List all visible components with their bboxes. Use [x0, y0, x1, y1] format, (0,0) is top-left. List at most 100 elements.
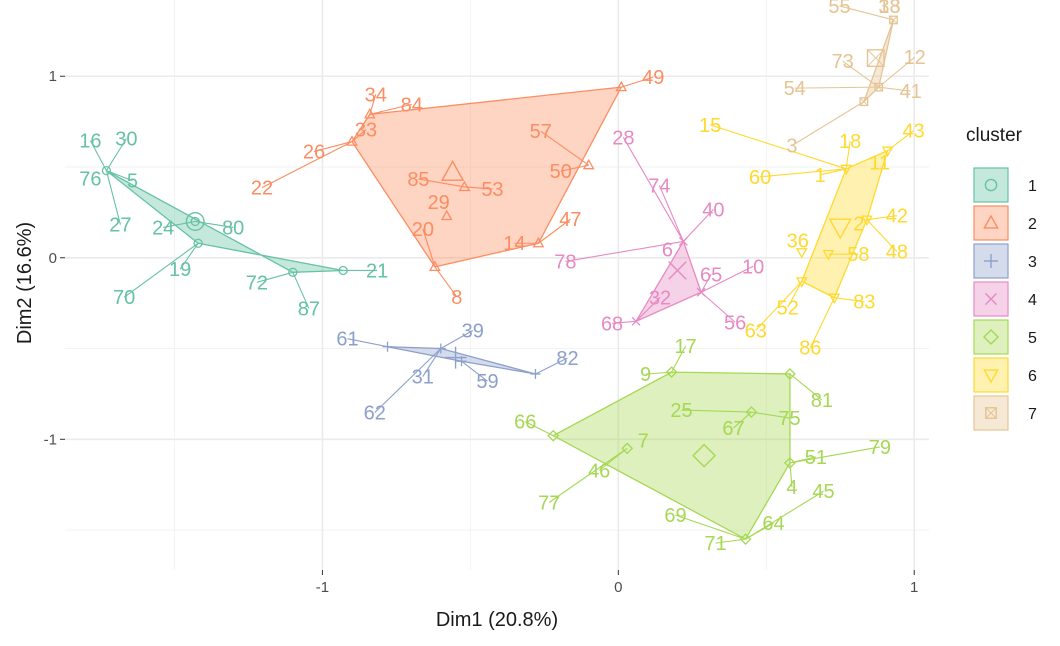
y-tick-label: 0: [49, 250, 57, 267]
legend-label: 3: [1028, 254, 1037, 271]
point-label: 12: [904, 47, 926, 69]
label-leader-line: [369, 103, 412, 115]
point-marker: [784, 456, 796, 469]
label-leader-line: [622, 137, 684, 242]
label-leader-line: [700, 273, 712, 293]
label-leader-line: [755, 280, 803, 331]
label-leader-line: [612, 320, 637, 324]
point-marker: [678, 236, 688, 246]
point-label: 66: [514, 412, 536, 434]
label-leader-line: [548, 447, 628, 503]
point-label: 61: [336, 329, 358, 351]
point-label: 19: [169, 259, 191, 281]
point-label: 41: [900, 81, 922, 103]
point-label: 1: [815, 165, 826, 187]
y-tick-label: -1: [44, 431, 57, 448]
point-label: 53: [481, 179, 503, 201]
point-label: 80: [222, 217, 244, 239]
label-leader-line: [845, 140, 851, 169]
cluster-2-hull: [351, 86, 623, 268]
label-leader-line: [791, 101, 865, 147]
label-leader-line: [105, 170, 121, 225]
label-leader-line: [163, 220, 196, 229]
legend-label: 1: [1028, 178, 1037, 195]
point-label: 28: [612, 127, 634, 149]
cluster-3-center: [444, 346, 467, 369]
point-marker: [288, 267, 298, 277]
label-leader-line: [834, 297, 865, 303]
cluster-4-hull: [634, 239, 702, 323]
point-label: 62: [364, 403, 386, 425]
point-label: 50: [550, 161, 572, 183]
label-leader-line: [751, 411, 790, 419]
label-leader-line: [524, 421, 554, 437]
point-marker: [582, 158, 595, 170]
point-label: 54: [784, 78, 806, 100]
legend-label: 7: [1028, 406, 1037, 423]
point-label: 10: [742, 256, 764, 278]
point-label: 39: [462, 321, 484, 343]
label-leader-line: [540, 130, 590, 166]
point-label: 76: [79, 169, 101, 191]
point-marker: [859, 97, 869, 107]
cluster-centers: [185, 49, 885, 468]
legend-symbol: [984, 178, 998, 192]
point-label: 27: [109, 215, 131, 237]
legend-key: [973, 357, 1009, 393]
point-marker: [338, 265, 348, 276]
legend-title: cluster: [966, 125, 1023, 146]
point-label: 68: [601, 313, 623, 335]
point-label: 14: [503, 233, 525, 255]
label-leader-line: [842, 60, 880, 88]
point-label: 42: [886, 206, 908, 228]
label-leader-line: [422, 228, 436, 268]
cluster-6-hull: [800, 149, 889, 299]
point-label: 5: [127, 171, 138, 193]
point-marker: [784, 368, 796, 380]
point-label: 71: [704, 533, 726, 555]
label-leader-line: [760, 168, 847, 178]
label-leader-line: [878, 56, 916, 88]
label-leader-line: [565, 240, 684, 262]
label-leader-line: [700, 265, 754, 293]
point-label: 4: [786, 477, 797, 499]
point-label: 8: [451, 287, 462, 309]
label-leader-line: [418, 178, 465, 188]
point-label: 59: [476, 371, 498, 393]
point-marker: [861, 215, 873, 226]
label-leader-line: [105, 138, 127, 171]
label-leader-line: [866, 215, 897, 221]
point-label: 32: [649, 287, 671, 309]
point-label: 47: [559, 209, 581, 231]
point-marker: [190, 216, 200, 227]
point-label: 33: [355, 120, 377, 142]
label-leader-line: [789, 373, 823, 401]
point-label: 40: [702, 199, 724, 221]
point-label: 49: [642, 67, 664, 89]
legend-key: [973, 281, 1009, 317]
point-label: 77: [538, 492, 560, 514]
point-label: 52: [777, 297, 799, 319]
label-leader-line: [292, 272, 310, 309]
label-leader-line: [535, 357, 568, 375]
point-label: 46: [588, 460, 610, 482]
point-marker: [745, 406, 758, 418]
point-marker: [874, 82, 884, 92]
point-marker: [435, 343, 446, 354]
cluster-2-center: [440, 160, 465, 181]
label-leader-line: [123, 242, 199, 298]
legend: cluster 1 2 3 4 5 6 7: [966, 125, 1037, 431]
point-label: 3: [786, 136, 797, 158]
point-label: 73: [832, 51, 854, 73]
point-label: 60: [749, 167, 771, 189]
point-label: 9: [640, 364, 651, 386]
label-leader-line: [700, 291, 736, 323]
point-marker: [346, 135, 358, 146]
cluster-6-center: [828, 218, 852, 240]
point-label: 18: [839, 131, 861, 153]
label-leader-line: [675, 514, 746, 540]
legend-item-6: 6: [973, 357, 1037, 393]
label-leader-line: [671, 345, 687, 373]
